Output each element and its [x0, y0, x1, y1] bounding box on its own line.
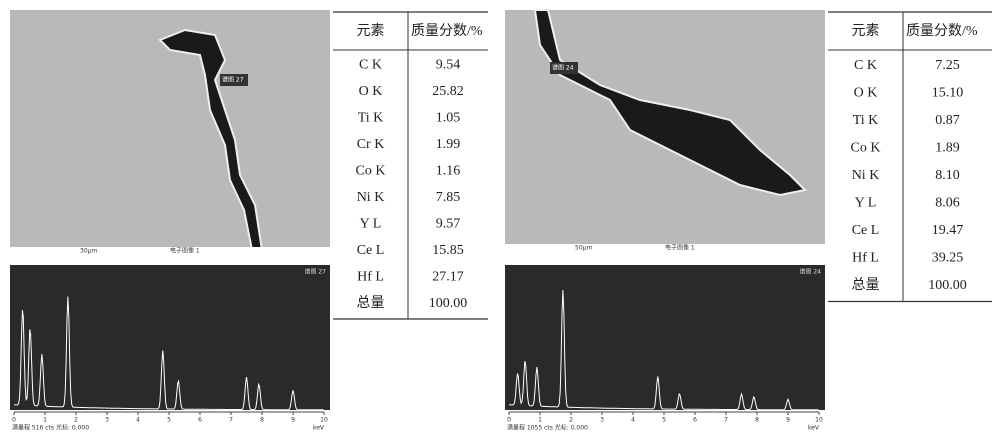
x-tick-label: 10: [320, 417, 328, 424]
x-tick-label: 4: [136, 417, 140, 424]
spectrum-unit: keV: [808, 425, 820, 432]
table-cell: 27.17: [432, 269, 464, 284]
table-cell: Ce L: [852, 223, 880, 238]
x-tick-label: 8: [755, 417, 759, 424]
table-cell: Co K: [356, 163, 386, 178]
x-tick-label: 2: [569, 417, 573, 424]
table-cell: 总量: [852, 277, 880, 293]
table-cell: 15.10: [932, 85, 964, 100]
spectrum-label: 谱图 27: [304, 268, 326, 276]
x-tick-label: 1: [538, 417, 542, 424]
table-cell: 100.00: [429, 296, 468, 311]
table-cell: Y L: [855, 195, 877, 210]
table-cell: 9.54: [436, 57, 461, 72]
table-cell: 15.85: [432, 243, 464, 258]
spot-label: 谱图 27: [222, 76, 244, 84]
table-cell: Ni K: [357, 190, 385, 205]
x-tick-label: 5: [662, 417, 666, 424]
table-cell: 9.57: [436, 216, 461, 231]
spectrum-unit: keV: [313, 425, 325, 432]
table-cell: 1.16: [436, 163, 461, 178]
table-header: 元素: [852, 23, 880, 39]
spectrum-footer: 满量程 1055 cts 光标: 0.000: [507, 424, 588, 432]
x-tick-label: 3: [105, 417, 109, 424]
table-cell: C K: [854, 58, 877, 73]
x-tick-label: 3: [600, 417, 604, 424]
table-cell: Hf L: [852, 250, 879, 265]
x-tick-label: 0: [12, 417, 16, 424]
table-cell: Cr K: [357, 137, 385, 152]
x-tick-label: 7: [724, 417, 728, 424]
table-cell: 7.85: [436, 190, 461, 205]
table-cell: 100.00: [928, 278, 967, 293]
spectrum-label: 谱图 24: [799, 268, 821, 276]
table-cell: Ni K: [852, 168, 880, 183]
x-tick-label: 7: [229, 417, 233, 424]
x-tick-label: 9: [786, 417, 790, 424]
x-tick-label: 0: [507, 417, 511, 424]
table-cell: Ce L: [357, 243, 385, 258]
table-cell: Hf L: [357, 269, 384, 284]
x-tick-label: 1: [43, 417, 47, 424]
figure: 30μm电子图像 1谱图 27谱图 27012345678910keV满量程 5…: [0, 0, 992, 432]
scale-label: 30μm: [80, 248, 97, 255]
table-cell: 7.25: [935, 58, 960, 73]
table-cell: C K: [359, 57, 382, 72]
table-cell: 0.87: [935, 113, 960, 128]
table-cell: 8.10: [935, 168, 960, 183]
x-tick-label: 4: [631, 417, 635, 424]
image-caption: 电子图像 1: [665, 244, 695, 252]
table-cell: 总量: [357, 295, 385, 311]
spot-label: 谱图 24: [552, 64, 574, 72]
x-tick-label: 2: [74, 417, 78, 424]
table-cell: O K: [359, 84, 383, 99]
table-header: 质量分数/%: [906, 23, 978, 39]
table-cell: Co K: [851, 140, 881, 155]
table-cell: 1.99: [436, 137, 461, 152]
table-cell: 1.89: [935, 140, 960, 155]
x-tick-label: 8: [260, 417, 264, 424]
table-cell: 39.25: [932, 250, 964, 265]
table-cell: 1.05: [436, 110, 461, 125]
table-cell: Y L: [360, 216, 382, 231]
table-cell: Ti K: [358, 110, 384, 125]
x-tick-label: 6: [198, 417, 202, 424]
x-tick-label: 6: [693, 417, 697, 424]
table-cell: 25.82: [432, 84, 464, 99]
table-cell: Ti K: [853, 113, 879, 128]
scale-label: 50μm: [575, 245, 592, 252]
x-tick-label: 10: [815, 417, 823, 424]
table-cell: 8.06: [935, 195, 960, 210]
image-caption: 电子图像 1: [170, 247, 200, 255]
x-tick-label: 5: [167, 417, 171, 424]
x-tick-label: 9: [291, 417, 295, 424]
table-cell: 19.47: [932, 223, 964, 238]
table-cell: O K: [854, 85, 878, 100]
table-header: 元素: [357, 23, 385, 39]
table-header: 质量分数/%: [411, 23, 483, 39]
spectrum-footer: 满量程 516 cts 光标: 0.000: [12, 424, 89, 432]
